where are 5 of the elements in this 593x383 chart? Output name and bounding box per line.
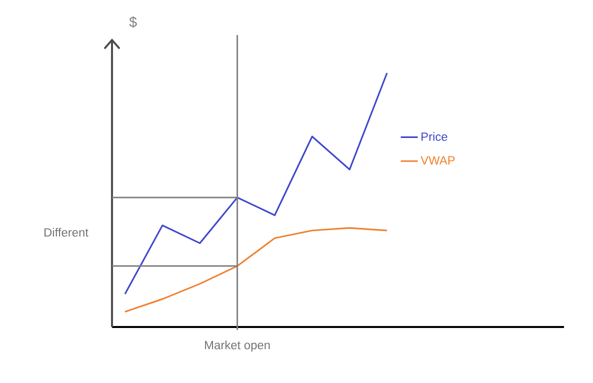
legend-label: VWAP [420,156,455,164]
text: Different [44,228,88,237]
text: Market open [205,340,270,352]
legend-label: Price [422,132,448,141]
y-axis-title: $ [129,16,137,28]
